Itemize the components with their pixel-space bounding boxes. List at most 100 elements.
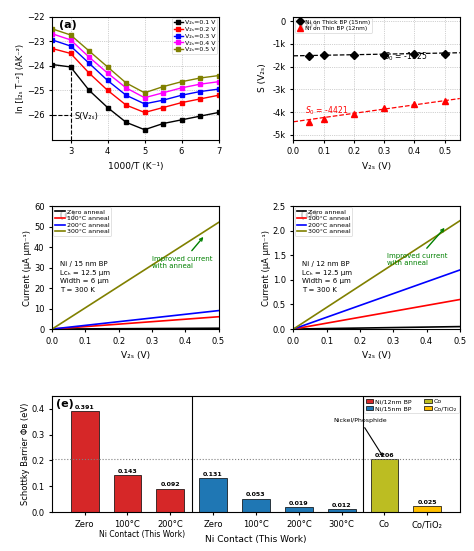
Bar [156,489,184,512]
Bar [371,459,399,512]
V₂ₛ=0.1 V [197,113,203,120]
V₂ₛ=0.3 V [197,88,203,95]
Text: Ni Contact (This Work): Ni Contact (This Work) [99,530,185,539]
V₂ₛ=0.4 V [197,81,203,88]
Ni on Thick BP (15nm) [381,51,387,58]
V₂ₛ=0.3 V [160,97,166,104]
V₂ₛ=0.3 V [68,43,73,50]
V₂ₛ=0.5 V [68,31,73,38]
Bar [71,411,99,512]
V₂ₛ=0.2 V [216,92,221,99]
Y-axis label: Current (μA μm⁻¹): Current (μA μm⁻¹) [262,230,271,306]
V₂ₛ=0.3 V [142,100,147,107]
V₂ₛ=0.3 V [86,60,92,67]
Ni on Thin BP (12nm) [306,118,311,125]
V₂ₛ=0.2 V [123,102,129,109]
V₂ₛ=0.4 V [123,84,129,91]
V₂ₛ=0.1 V [68,64,73,71]
Ni on Thin BP (12nm) [411,101,417,107]
V₂ₛ=0.3 V [216,86,221,93]
Line: V₂ₛ=0.1 V: V₂ₛ=0.1 V [50,62,221,132]
V₂ₛ=0.2 V [142,109,147,116]
Bar [328,509,356,512]
Text: Ni / 15 nm BP
Lᴄₕ = 12.5 μm
Width = 6 μm
T = 300 K: Ni / 15 nm BP Lᴄₕ = 12.5 μm Width = 6 μm… [61,261,110,293]
Line: V₂ₛ=0.3 V: V₂ₛ=0.3 V [50,37,221,106]
Ni on Thin BP (12nm) [442,98,447,104]
V₂ₛ=0.3 V [105,77,110,84]
V₂ₛ=0.2 V [86,70,92,77]
V₂ₛ=0.1 V [216,109,221,116]
Ni on Thick BP (15nm) [442,50,447,57]
X-axis label: V₂ₛ (V): V₂ₛ (V) [121,351,150,360]
Bar [113,476,141,512]
V₂ₛ=0.1 V [160,120,166,127]
Line: V₂ₛ=0.4 V: V₂ₛ=0.4 V [50,31,221,100]
X-axis label: Ni Contact (This Work): Ni Contact (This Work) [205,534,307,544]
Bar [285,507,313,512]
Text: 0.206: 0.206 [374,452,394,458]
Legend: Zero anneal, 100°C anneal, 200°C anneal, 300°C anneal: Zero anneal, 100°C anneal, 200°C anneal,… [295,207,352,236]
Text: 0.143: 0.143 [118,469,137,474]
V₂ₛ=0.5 V [160,83,166,90]
Legend: V₂ₛ=0.1 V, V₂ₛ=0.2 V, V₂ₛ=0.3 V, V₂ₛ=0.4 V, V₂ₛ=0.5 V: V₂ₛ=0.1 V, V₂ₛ=0.2 V, V₂ₛ=0.3 V, V₂ₛ=0.4… [172,18,217,55]
V₂ₛ=0.5 V [216,72,221,79]
Text: (e): (e) [56,399,74,409]
V₂ₛ=0.5 V [142,89,147,96]
Legend: Ni on Thick BP (15nm), Ni on Thin BP (12nm): Ni on Thick BP (15nm), Ni on Thin BP (12… [294,18,372,33]
Line: V₂ₛ=0.2 V: V₂ₛ=0.2 V [50,46,221,115]
Text: 0.131: 0.131 [203,472,223,477]
V₂ₛ=0.4 V [49,30,55,37]
V₂ₛ=0.4 V [142,94,147,101]
Ni on Thin BP (12nm) [351,111,357,118]
V₂ₛ=0.1 V [86,87,92,94]
Line: V₂ₛ=0.5 V: V₂ₛ=0.5 V [50,26,221,95]
Text: Nickel/Phosphide: Nickel/Phosphide [333,418,387,456]
Text: 0.391: 0.391 [75,404,94,409]
Text: $S_0$ = -1525: $S_0$ = -1525 [384,51,428,63]
Text: 0.012: 0.012 [332,503,351,508]
V₂ₛ=0.1 V [105,104,110,111]
Text: 0.053: 0.053 [246,493,266,498]
V₂ₛ=0.2 V [179,99,184,106]
V₂ₛ=0.2 V [68,50,73,57]
Ni on Thin BP (12nm) [321,116,327,122]
Bar [199,478,227,512]
Ni on Thick BP (15nm) [351,52,357,59]
Legend: Ni/12nm BP, Ni/15nm BP, Co, Co/TiO₂: Ni/12nm BP, Ni/15nm BP, Co, Co/TiO₂ [364,397,458,413]
Text: (d): (d) [300,210,318,220]
Text: (c): (c) [59,210,76,220]
Ni on Thick BP (15nm) [306,52,311,59]
Text: Improved current
with anneal: Improved current with anneal [387,229,447,266]
V₂ₛ=0.5 V [179,78,184,85]
V₂ₛ=0.5 V [49,25,55,32]
Y-axis label: S (V₂ₛ): S (V₂ₛ) [258,64,267,93]
Ni on Thick BP (15nm) [411,51,417,57]
Text: Ni / 12 nm BP
Lᴄₕ = 12.5 μm
Width = 6 μm
T = 300 K: Ni / 12 nm BP Lᴄₕ = 12.5 μm Width = 6 μm… [302,261,352,293]
Y-axis label: ln [I₂ₛ T⁻²] (AK⁻²): ln [I₂ₛ T⁻²] (AK⁻²) [17,44,26,112]
V₂ₛ=0.3 V [123,92,129,99]
V₂ₛ=0.4 V [216,78,221,85]
V₂ₛ=0.5 V [123,80,129,87]
X-axis label: 1000/T (K⁻¹): 1000/T (K⁻¹) [108,162,163,171]
V₂ₛ=0.5 V [86,48,92,55]
V₂ₛ=0.3 V [49,36,55,43]
V₂ₛ=0.5 V [105,64,110,71]
Bar [413,506,441,512]
V₂ₛ=0.4 V [160,89,166,96]
V₂ₛ=0.2 V [49,45,55,52]
Text: $S_0$ = -4421: $S_0$ = -4421 [306,104,348,117]
V₂ₛ=0.2 V [105,87,110,94]
Text: S(V₂ₛ): S(V₂ₛ) [74,112,98,121]
Ni on Thick BP (15nm) [321,52,327,58]
Legend: Zero anneal, 100°C anneal, 200°C anneal, 300°C anneal: Zero anneal, 100°C anneal, 200°C anneal,… [54,207,111,236]
Y-axis label: Current (μA μm⁻¹): Current (μA μm⁻¹) [24,230,33,306]
V₂ₛ=0.4 V [105,70,110,77]
Text: (b): (b) [300,20,318,30]
X-axis label: V₂ₛ (V): V₂ₛ (V) [362,162,391,171]
Line: Ni on Thin BP (12nm): Ni on Thin BP (12nm) [305,98,448,125]
V₂ₛ=0.1 V [179,117,184,123]
V₂ₛ=0.3 V [179,92,184,99]
V₂ₛ=0.4 V [86,54,92,61]
V₂ₛ=0.2 V [160,104,166,111]
V₂ₛ=0.4 V [179,84,184,91]
